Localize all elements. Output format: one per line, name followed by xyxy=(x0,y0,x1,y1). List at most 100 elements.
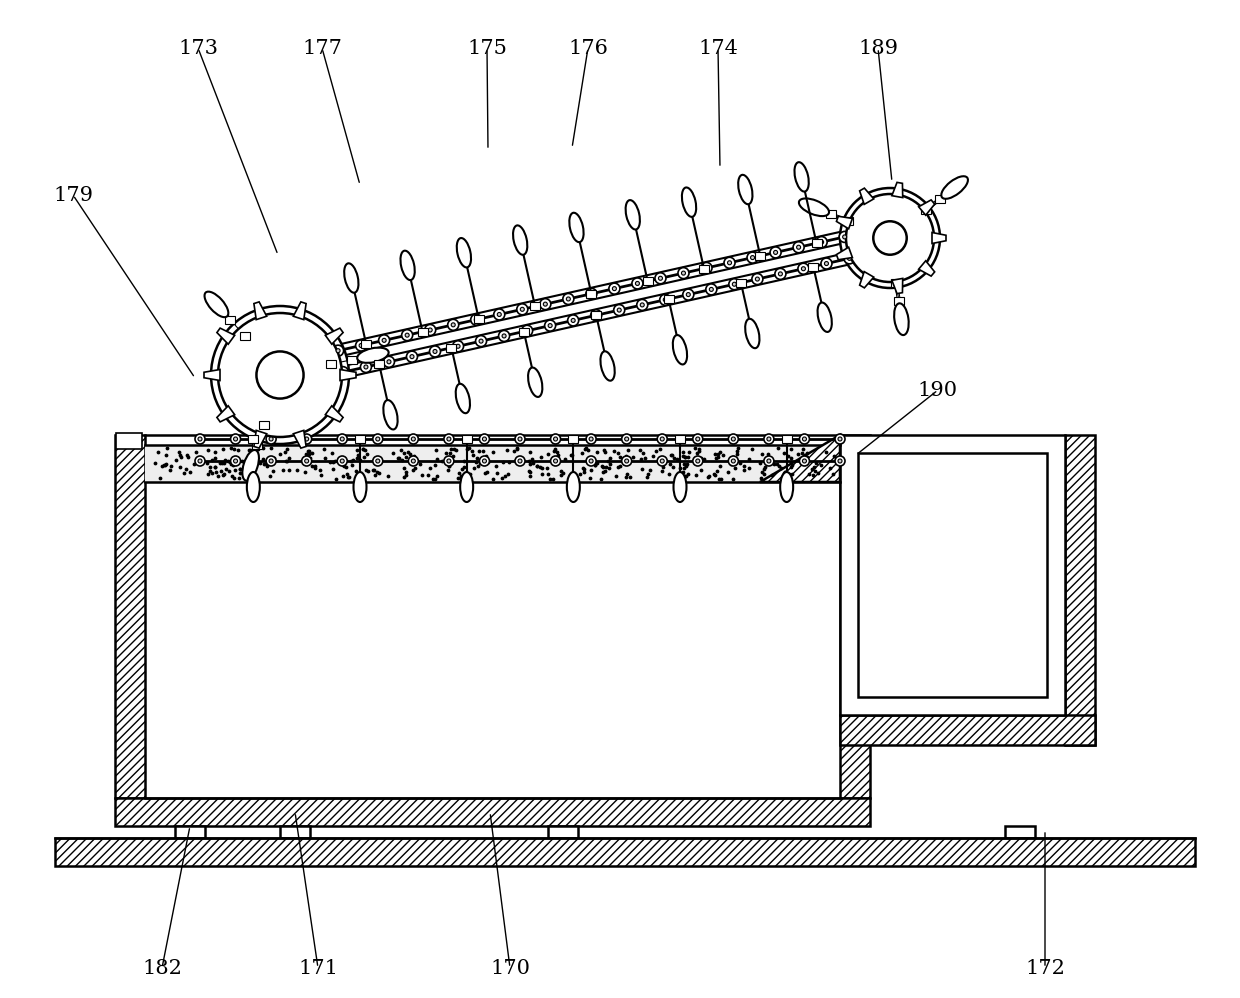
Circle shape xyxy=(301,456,311,466)
Circle shape xyxy=(766,459,771,463)
Circle shape xyxy=(424,324,435,335)
Circle shape xyxy=(269,437,273,441)
Circle shape xyxy=(267,434,277,444)
Polygon shape xyxy=(892,183,903,198)
Ellipse shape xyxy=(795,163,808,192)
Point xyxy=(754,466,774,482)
Circle shape xyxy=(764,456,774,466)
Point xyxy=(475,465,495,481)
Point xyxy=(236,460,255,476)
Polygon shape xyxy=(919,200,935,216)
Polygon shape xyxy=(892,278,903,293)
Point xyxy=(305,460,325,476)
Bar xyxy=(892,278,901,286)
Bar xyxy=(858,453,1047,697)
Polygon shape xyxy=(294,430,306,448)
Text: 174: 174 xyxy=(698,39,738,58)
Point xyxy=(782,466,802,482)
Bar xyxy=(461,435,471,443)
Point xyxy=(198,441,218,457)
Circle shape xyxy=(796,246,801,250)
Point xyxy=(520,468,539,484)
Point xyxy=(594,459,614,475)
Point xyxy=(305,458,325,474)
Circle shape xyxy=(655,272,666,283)
Ellipse shape xyxy=(626,201,640,230)
Point xyxy=(661,447,681,463)
Point xyxy=(295,464,315,480)
Circle shape xyxy=(480,434,490,444)
Bar xyxy=(115,798,870,826)
Point xyxy=(257,454,277,470)
Circle shape xyxy=(444,434,454,444)
Polygon shape xyxy=(932,233,946,244)
Point xyxy=(594,441,614,457)
Circle shape xyxy=(640,303,645,307)
Point xyxy=(200,459,219,475)
Ellipse shape xyxy=(247,472,260,502)
Circle shape xyxy=(231,456,241,466)
Point xyxy=(556,451,575,467)
Text: 189: 189 xyxy=(858,39,898,58)
Point xyxy=(232,453,252,469)
Point xyxy=(234,462,254,478)
Point xyxy=(527,458,547,474)
Bar xyxy=(175,826,205,838)
Circle shape xyxy=(701,262,712,273)
Circle shape xyxy=(846,194,934,282)
Circle shape xyxy=(775,268,786,279)
Point xyxy=(401,449,420,465)
Circle shape xyxy=(766,437,771,441)
Point xyxy=(288,462,308,478)
Point xyxy=(340,469,360,485)
Point xyxy=(578,442,598,458)
Point xyxy=(205,459,224,475)
Point xyxy=(439,458,459,474)
Point xyxy=(527,458,547,474)
Point xyxy=(392,452,412,468)
Circle shape xyxy=(548,323,552,327)
Circle shape xyxy=(301,434,311,444)
Circle shape xyxy=(446,459,451,463)
Point xyxy=(212,455,232,471)
Point xyxy=(687,445,707,461)
Point xyxy=(823,466,843,482)
Circle shape xyxy=(632,278,642,289)
Point xyxy=(335,453,355,469)
Circle shape xyxy=(825,261,828,265)
Circle shape xyxy=(360,343,363,347)
Point xyxy=(337,469,357,485)
Circle shape xyxy=(373,434,383,444)
Point xyxy=(459,440,479,456)
Point xyxy=(691,450,711,466)
Polygon shape xyxy=(325,406,343,422)
Point xyxy=(208,468,228,484)
Circle shape xyxy=(637,299,647,310)
Circle shape xyxy=(502,334,506,338)
Polygon shape xyxy=(254,301,267,319)
Point xyxy=(303,445,322,461)
Circle shape xyxy=(482,459,486,463)
Point xyxy=(366,452,386,468)
Point xyxy=(394,459,414,475)
Circle shape xyxy=(451,322,455,326)
Bar xyxy=(663,295,673,303)
Circle shape xyxy=(835,434,844,444)
Circle shape xyxy=(269,459,273,463)
Point xyxy=(804,459,823,475)
Circle shape xyxy=(732,459,735,463)
Bar xyxy=(1004,826,1035,838)
Point xyxy=(662,447,682,463)
Point xyxy=(270,446,290,462)
Point xyxy=(448,470,467,486)
Circle shape xyxy=(543,302,547,306)
Circle shape xyxy=(471,314,481,325)
Circle shape xyxy=(706,283,717,294)
Point xyxy=(466,454,486,470)
Point xyxy=(615,469,635,485)
Point xyxy=(427,468,446,484)
Point xyxy=(350,452,370,468)
Point xyxy=(723,471,743,487)
Point xyxy=(365,467,384,483)
Bar xyxy=(839,435,870,798)
